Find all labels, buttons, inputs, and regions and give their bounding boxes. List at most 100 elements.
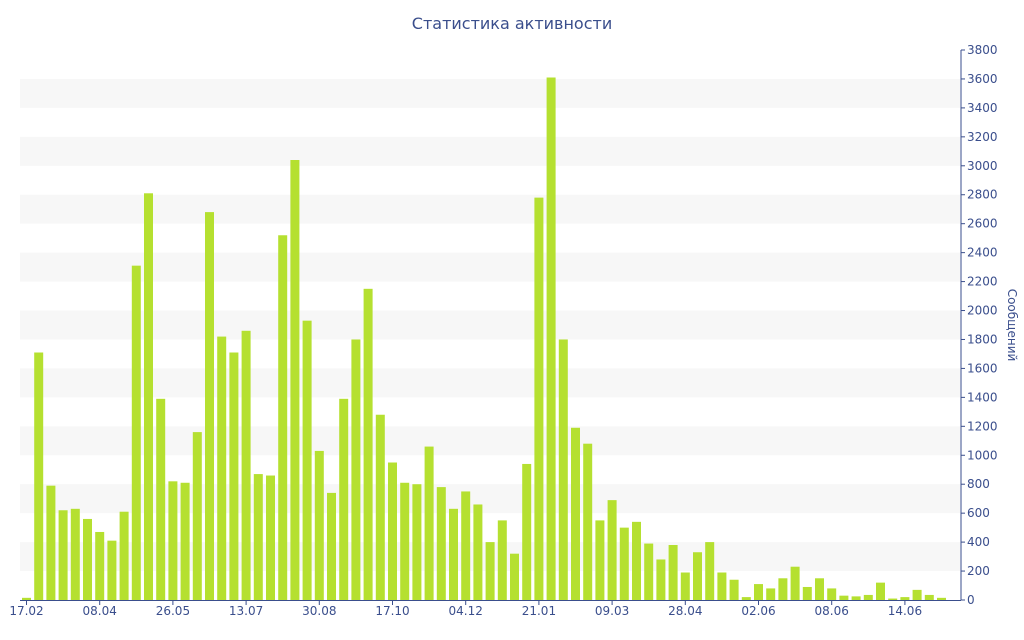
bar[interactable] [571,427,580,600]
bar[interactable] [83,518,92,600]
y-axis-title: Сообщений [1005,289,1019,362]
x-tick-label: 09.03 [595,604,629,618]
bar[interactable] [144,193,153,600]
bar[interactable] [205,212,214,600]
bar[interactable] [717,572,727,601]
bar[interactable] [534,197,544,600]
y-tick-label: 2200 [967,275,998,289]
bar[interactable] [363,288,373,600]
bar[interactable] [424,446,434,600]
grid-band [20,78,960,108]
bar[interactable] [131,265,141,600]
bar[interactable] [473,504,483,600]
bar[interactable] [632,521,641,600]
x-tick-label: 13.07 [229,604,263,618]
bar[interactable] [449,508,458,600]
bar[interactable] [619,527,629,600]
bar[interactable] [900,597,910,600]
bar[interactable] [290,160,300,600]
y-tick-label: 3600 [967,72,998,86]
bar[interactable] [375,414,385,600]
x-tick-label: 17.02 [9,604,43,618]
bar[interactable] [680,572,690,601]
bar[interactable] [22,597,31,600]
bar[interactable] [229,352,239,601]
bar[interactable] [741,597,751,600]
bar[interactable] [192,432,202,600]
x-tick-label: 04.12 [449,604,483,618]
y-tick-label: 1000 [967,448,998,462]
bar[interactable] [46,485,56,600]
bar[interactable] [766,588,776,600]
bar[interactable] [815,578,824,600]
bar[interactable] [644,543,654,600]
y-tick-label: 400 [967,535,990,549]
bar[interactable] [436,487,446,600]
bar[interactable] [461,491,471,600]
bar[interactable] [876,582,885,600]
bar[interactable] [400,482,410,600]
bar[interactable] [790,566,800,600]
bar[interactable] [314,450,324,600]
bar[interactable] [217,336,227,600]
y-tick-label: 2800 [967,188,998,202]
bar[interactable] [607,500,617,600]
bar[interactable] [802,586,812,600]
bar[interactable] [412,484,422,600]
bar[interactable] [58,510,68,600]
bar[interactable] [339,398,349,600]
y-tick-label: 1400 [967,390,998,404]
bar[interactable] [924,594,934,600]
bar[interactable] [327,492,336,600]
bar[interactable] [558,339,568,600]
bar[interactable] [302,320,312,600]
bar[interactable] [937,597,946,600]
bar[interactable] [95,531,105,600]
bar[interactable] [827,588,837,600]
bar[interactable] [510,553,519,600]
grid-band [20,368,960,398]
y-tick-label: 600 [967,506,990,520]
bar[interactable] [693,552,702,600]
bar[interactable] [863,594,873,600]
bar[interactable] [107,540,117,600]
bar[interactable] [253,474,263,600]
bar[interactable] [778,578,788,600]
bar[interactable] [754,584,763,600]
bar[interactable] [241,330,251,600]
grid-band [20,310,960,340]
bar[interactable] [278,235,288,600]
bar[interactable] [668,545,678,600]
x-tick-label: 26.05 [156,604,190,618]
bar[interactable] [119,511,129,600]
bar[interactable] [34,352,44,601]
bar[interactable] [351,339,361,600]
bar[interactable] [888,598,898,600]
bar[interactable] [729,579,739,600]
bar[interactable] [546,77,556,601]
bar[interactable] [595,520,605,600]
bar[interactable] [497,520,507,600]
bar[interactable] [839,595,849,600]
grid-band [20,426,960,456]
y-tick-label: 1600 [967,361,998,375]
bar[interactable] [705,542,715,600]
bar[interactable] [70,508,80,600]
bar[interactable] [266,475,275,600]
x-axis: 17.02 08.04 26.05 13.07 30.08 17.10 04.12 21.01… [9,600,961,618]
bar[interactable] [485,542,495,600]
bar[interactable] [388,462,397,601]
bar[interactable] [583,443,593,600]
bar[interactable] [180,482,190,600]
y-tick-label: 1200 [967,419,998,433]
bar[interactable] [912,589,922,600]
y-tick-label: 200 [967,564,990,578]
bar[interactable] [156,398,166,600]
bar[interactable] [851,596,861,600]
bar[interactable] [522,463,532,600]
bar[interactable] [168,481,178,600]
grid-band [20,252,960,282]
bar[interactable] [656,559,666,600]
x-tick-label: 08.06 [815,604,849,618]
